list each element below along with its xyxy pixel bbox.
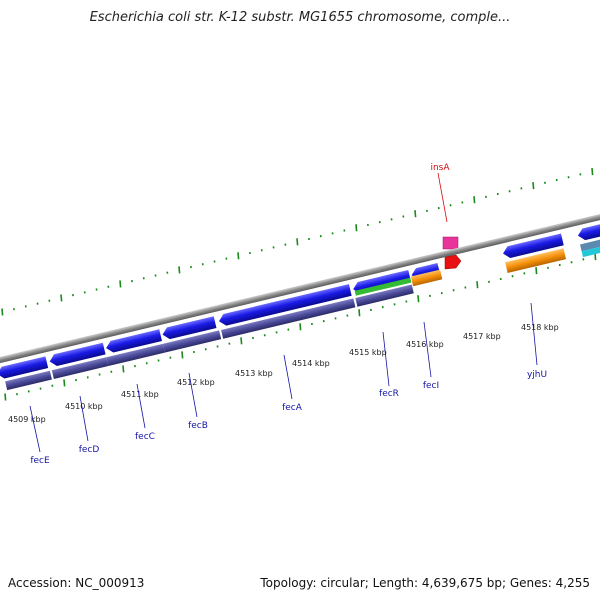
major-tick bbox=[591, 168, 594, 176]
chromosome-backbone bbox=[0, 211, 600, 366]
gene-bar-yjhU[interactable] bbox=[505, 248, 567, 273]
cds-fecB[interactable] bbox=[161, 316, 217, 340]
upper-tick-ruler bbox=[1, 168, 594, 316]
major-tick bbox=[532, 182, 535, 190]
scale-labels: 4509 kbp 4510 kbp 4511 kbp 4512 kbp 4513 kbp… bbox=[8, 323, 559, 424]
cds-yjhU[interactable] bbox=[502, 233, 564, 260]
gene-bar-fecA[interactable] bbox=[221, 298, 356, 339]
right-edge-cyan-feature[interactable] bbox=[581, 239, 600, 258]
major-tick bbox=[473, 196, 476, 204]
gene-label-fecC[interactable]: fecC bbox=[135, 432, 155, 442]
gene-label-yjhU[interactable]: yjhU bbox=[527, 370, 547, 380]
major-tick bbox=[358, 309, 361, 317]
scale-label: 4512 kbp bbox=[177, 378, 215, 387]
gene-lane bbox=[5, 232, 600, 391]
cds-fecE[interactable] bbox=[0, 356, 49, 379]
major-tick bbox=[60, 294, 63, 302]
insA-feature-red[interactable] bbox=[444, 254, 462, 270]
insA-feature-pink[interactable] bbox=[442, 236, 459, 250]
major-tick bbox=[237, 252, 240, 260]
major-tick bbox=[476, 281, 479, 289]
cds-fecD[interactable] bbox=[48, 342, 106, 368]
major-tick bbox=[63, 379, 66, 387]
scale-label: 4510 kbp bbox=[65, 402, 103, 411]
major-tick bbox=[178, 266, 181, 274]
topology-summary: Topology: circular; Length: 4,639,675 bp… bbox=[260, 576, 590, 590]
lower-tick-ruler bbox=[4, 253, 597, 401]
major-tick bbox=[240, 337, 243, 345]
scale-label: 4515 kbp bbox=[349, 348, 387, 357]
gene-label-fecE[interactable]: fecE bbox=[30, 456, 50, 466]
major-tick bbox=[594, 253, 597, 261]
major-tick bbox=[296, 238, 299, 246]
scale-label: 4514 kbp bbox=[292, 359, 330, 368]
major-tick bbox=[122, 365, 125, 373]
cds-right-edge[interactable] bbox=[577, 218, 600, 241]
major-tick bbox=[355, 224, 358, 232]
major-tick bbox=[119, 280, 122, 288]
scale-label: 4517 kbp bbox=[463, 332, 501, 341]
major-tick bbox=[414, 210, 417, 218]
scale-label: 4518 kbp bbox=[521, 323, 559, 332]
gene-label-fecD[interactable]: fecD bbox=[79, 445, 100, 455]
gene-label-fecR[interactable]: fecR bbox=[379, 389, 399, 399]
feature-lanes bbox=[0, 218, 600, 391]
major-tick bbox=[299, 323, 302, 331]
accession-text: Accession: NC_000913 bbox=[8, 576, 145, 590]
insA-leader-line bbox=[437, 172, 448, 223]
major-tick bbox=[1, 308, 4, 316]
map-title: Escherichia coli str. K-12 substr. MG165… bbox=[89, 10, 511, 25]
gene-label-insA[interactable]: insA bbox=[430, 163, 450, 173]
gene-bar-fecE[interactable] bbox=[5, 370, 52, 391]
right-edge-steel-feature[interactable] bbox=[580, 232, 600, 252]
major-tick bbox=[417, 295, 420, 303]
major-tick bbox=[4, 393, 7, 401]
gene-bar-fecC[interactable] bbox=[106, 343, 165, 367]
cds-fecA[interactable] bbox=[218, 284, 352, 327]
gene-bar-fecD[interactable] bbox=[51, 357, 109, 380]
cds-lane bbox=[0, 218, 600, 379]
green-feature[interactable] bbox=[354, 277, 412, 296]
cds-fecR[interactable] bbox=[352, 269, 412, 295]
cds-fecC[interactable] bbox=[105, 329, 162, 354]
major-tick bbox=[535, 267, 538, 275]
scale-label: 4513 kbp bbox=[235, 369, 273, 378]
scale-label: 4509 kbp bbox=[8, 415, 46, 424]
gene-labels: fecE fecD fecC fecB fecA fecR fecI yjhU bbox=[29, 302, 547, 466]
gene-label-fecB[interactable]: fecB bbox=[188, 421, 208, 431]
gene-bar-fecR[interactable] bbox=[355, 284, 414, 307]
gene-label-fecA[interactable]: fecA bbox=[282, 403, 303, 413]
gene-bar-fecI[interactable] bbox=[410, 269, 443, 287]
scale-label: 4511 kbp bbox=[121, 390, 159, 399]
gene-bar-fecB[interactable] bbox=[162, 330, 222, 353]
major-tick bbox=[181, 351, 184, 359]
scale-label: 4516 kbp bbox=[406, 340, 444, 349]
gene-label-fecI[interactable]: fecI bbox=[423, 381, 439, 391]
